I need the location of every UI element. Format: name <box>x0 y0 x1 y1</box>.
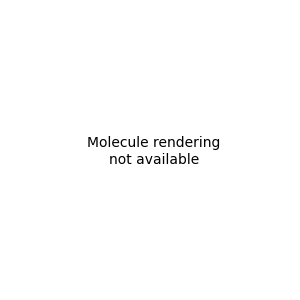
Text: Molecule rendering
not available: Molecule rendering not available <box>87 136 220 166</box>
